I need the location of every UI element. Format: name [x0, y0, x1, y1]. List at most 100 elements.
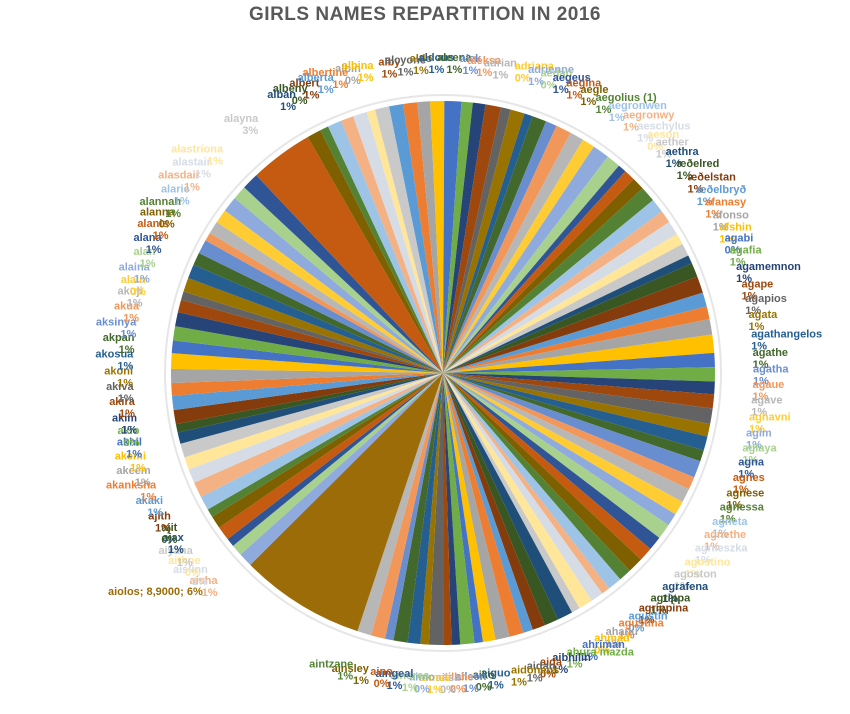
data-label-percent: 1%	[745, 305, 761, 317]
data-label-name: agnessa	[720, 502, 765, 514]
pie-slice-aimo	[420, 373, 443, 645]
data-label-percent: 1%	[118, 393, 134, 405]
data-label-name: aedan	[541, 68, 573, 80]
pie-slice-aibhilin	[443, 373, 545, 630]
pie-slice-aegolius-1-	[443, 132, 584, 373]
data-label-name: aegolius (1)	[596, 92, 657, 104]
data-label-name: aegle	[580, 84, 608, 96]
pie-slice-agathangelos	[443, 334, 715, 373]
pie-slice-albeny	[320, 126, 443, 373]
data-label-name: alanis	[137, 218, 168, 230]
data-label-name: akiva	[106, 381, 134, 393]
data-label-name: akpan	[103, 332, 135, 344]
data-label-name: agustina	[619, 618, 665, 630]
data-label-name: agostino	[685, 556, 731, 568]
pie-slice-aiyana	[219, 373, 443, 540]
pie-slice-akeem	[184, 373, 443, 470]
data-label-percent: 1%	[749, 423, 765, 435]
pie-slice-alban	[307, 130, 443, 373]
data-label-percent: 1%	[705, 209, 721, 221]
pie-slice-alcyone	[403, 102, 443, 373]
pie-slice-agrippina	[443, 373, 621, 589]
data-label-name: agna	[738, 456, 765, 468]
data-label-percent: 0%	[476, 681, 492, 693]
pie-slice-aleksa	[443, 102, 486, 373]
data-label-name: albert	[289, 78, 319, 90]
pie-slice--elstan	[443, 200, 662, 373]
data-label-percent: 1%	[117, 360, 133, 372]
data-label-name: æðelbryð	[697, 184, 747, 196]
pie-slice-agna	[443, 373, 704, 462]
data-label-percent: 1%	[463, 683, 479, 695]
data-label-percent: 1%	[492, 69, 508, 81]
data-label-percent: 1%	[685, 568, 701, 580]
data-label-name: aegeus	[553, 72, 591, 84]
data-label-percent: 1%	[719, 234, 735, 246]
data-label-percent: 1%	[337, 671, 353, 683]
data-label-percent: 0%	[450, 684, 466, 696]
data-label-name: akemi	[115, 450, 146, 462]
pie-slice-akuji	[177, 299, 443, 373]
pie-slice-ajit	[207, 373, 443, 517]
data-label-percent: 0%	[124, 437, 140, 449]
data-label-name: albeny	[273, 83, 309, 95]
data-label-name: alaina	[119, 261, 151, 273]
data-label-percent: 1%	[428, 64, 444, 76]
pie-slice-adrienne	[443, 109, 525, 373]
data-label-percent: 1%	[303, 90, 319, 102]
pie-slice-alanna	[205, 232, 443, 373]
pie-slice-aida	[443, 373, 533, 633]
pie-slice-aintzane	[357, 373, 443, 636]
pie-slice-agustin	[443, 373, 610, 594]
data-label-name: aglaya	[742, 442, 777, 454]
data-label-name: aidoneus	[511, 665, 559, 677]
pie-slice-afshin	[443, 243, 689, 373]
data-label-percent: 1%	[713, 221, 729, 233]
pie-slice-afonso	[443, 234, 683, 373]
data-label-percent: 0%	[594, 645, 610, 657]
data-label-percent: 0%	[161, 534, 177, 546]
data-label-percent: 1%	[207, 156, 223, 168]
data-label-name: aino	[370, 666, 393, 678]
data-label-name: aegronwy	[623, 110, 675, 122]
data-label-name: aiko	[473, 669, 495, 681]
data-label-percent: 0%	[185, 567, 201, 579]
data-label-name: akosua	[95, 348, 134, 360]
data-label-percent: 1%	[353, 675, 369, 687]
data-label-name: alek	[460, 53, 482, 65]
data-label-name: alby	[378, 57, 401, 69]
data-label-percent: 3%	[242, 125, 258, 137]
data-label-percent: 1%	[726, 500, 742, 512]
data-label-name: æðelred	[677, 158, 720, 170]
data-label-name: aegronwen	[609, 100, 667, 112]
data-label-percent: 1%	[733, 484, 749, 496]
data-label-name: afonso	[713, 209, 749, 221]
data-label-percent: 1%	[697, 196, 713, 208]
data-label-percent: 1%	[688, 183, 704, 195]
pie-slice-agnese	[443, 373, 695, 490]
data-label-percent: 1%	[140, 492, 156, 504]
pie-slice-agathe	[443, 352, 715, 373]
data-label-percent: 1%	[677, 170, 693, 182]
pie-slice-alastr-ona	[244, 175, 443, 373]
pie-slice-aegronwy	[443, 146, 608, 373]
data-label-name: aiyana	[158, 545, 193, 557]
data-label-percent: 1%	[119, 344, 135, 356]
data-label-percent: 1%	[127, 298, 143, 310]
data-label-name: agafia	[730, 244, 763, 256]
pie-slice-akanksha	[188, 373, 443, 483]
data-label-name: agatha	[753, 364, 789, 376]
data-label-percent: 0%	[159, 219, 175, 231]
pie-slice-aidan	[443, 373, 524, 637]
pie-slice-agatha	[443, 367, 715, 382]
data-label-name: agnethe	[704, 529, 746, 541]
data-label-name: aeson	[647, 129, 679, 141]
data-label-percent: 1%	[639, 614, 655, 626]
data-label-name: alastríona	[171, 144, 224, 156]
data-label-percent: 1%	[753, 359, 769, 371]
pie-slice-agustina	[443, 373, 603, 601]
pie-slice-alastair	[234, 187, 443, 373]
data-label-name: akeem	[116, 465, 150, 477]
data-label-name: albertine	[302, 67, 348, 79]
